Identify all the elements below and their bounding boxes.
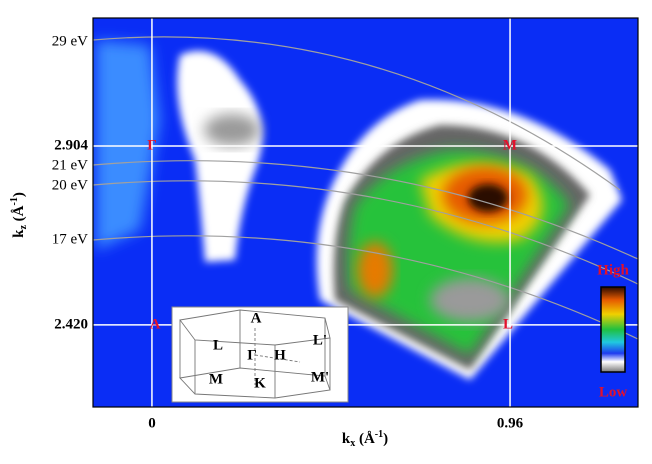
y-tick-label: 2.420 (54, 316, 88, 332)
inset-label: L' (313, 332, 327, 348)
energy-arcs (93, 36, 638, 340)
energy-label: 17 eV (52, 231, 88, 247)
inset-label: H (274, 347, 286, 363)
x-axis-label: kx (Å-1) (342, 429, 388, 449)
point-label: M (503, 137, 517, 153)
colorbar-high: High (597, 262, 629, 278)
energy-label: 29 eV (52, 33, 88, 49)
y-axis-label: kz (Å-1) (9, 192, 29, 238)
colorbar: High Low (597, 262, 629, 400)
inset-label: Γ (247, 347, 257, 363)
plot-frame (92, 17, 639, 408)
inset-label: K (254, 375, 266, 391)
colorbar-low: Low (599, 384, 628, 400)
inset-label: M' (311, 369, 329, 385)
inset-label: A (251, 310, 262, 326)
inset-label: L (213, 337, 223, 353)
x-tick-label: 0 (148, 415, 156, 431)
energy-label: 21 eV (52, 157, 88, 173)
point-label: L (503, 316, 513, 332)
inset-label: M (209, 371, 223, 387)
y-tick-label: 2.904 (54, 137, 88, 153)
energy-label: 20 eV (52, 177, 88, 193)
inset: A L Γ H L' M K M' (171, 306, 349, 403)
x-tick-label: 0.96 (497, 415, 524, 431)
point-label: Γ (147, 137, 157, 153)
point-label: A (150, 316, 161, 332)
intensity-map (93, 18, 638, 407)
